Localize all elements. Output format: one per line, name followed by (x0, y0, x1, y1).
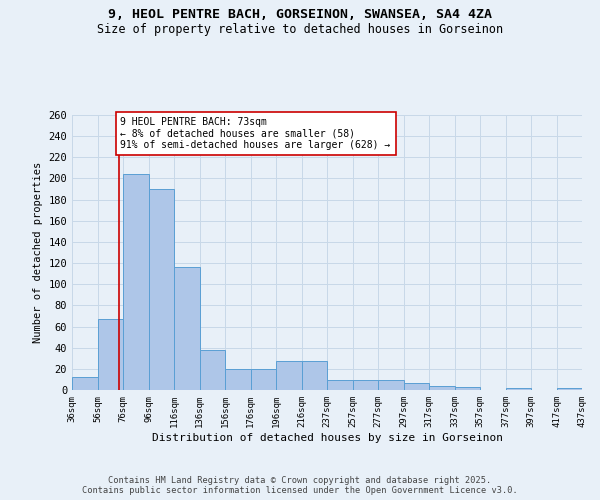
Bar (378, 380, 404, 390)
Bar (251, 369, 276, 390)
Bar (302, 362, 327, 390)
Bar (327, 380, 353, 390)
Text: Size of property relative to detached houses in Gorseinon: Size of property relative to detached ho… (97, 22, 503, 36)
Bar (429, 386, 455, 390)
Bar (506, 388, 531, 390)
Text: Contains HM Land Registry data © Crown copyright and database right 2025.
Contai: Contains HM Land Registry data © Crown c… (82, 476, 518, 495)
Bar (353, 380, 378, 390)
X-axis label: Distribution of detached houses by size in Gorseinon: Distribution of detached houses by size … (151, 432, 503, 442)
Text: 9 HEOL PENTRE BACH: 73sqm
← 8% of detached houses are smaller (58)
91% of semi-d: 9 HEOL PENTRE BACH: 73sqm ← 8% of detach… (121, 117, 391, 150)
Bar (276, 362, 302, 390)
Bar (174, 268, 199, 390)
Text: 9, HEOL PENTRE BACH, GORSEINON, SWANSEA, SA4 4ZA: 9, HEOL PENTRE BACH, GORSEINON, SWANSEA,… (108, 8, 492, 20)
Bar (225, 369, 251, 390)
Bar (149, 189, 174, 390)
Y-axis label: Number of detached properties: Number of detached properties (33, 162, 43, 343)
Bar (199, 350, 225, 390)
Bar (455, 387, 480, 390)
Bar (557, 388, 582, 390)
Bar (404, 382, 429, 390)
Bar (72, 378, 97, 390)
Bar (97, 319, 123, 390)
Bar (123, 174, 149, 390)
